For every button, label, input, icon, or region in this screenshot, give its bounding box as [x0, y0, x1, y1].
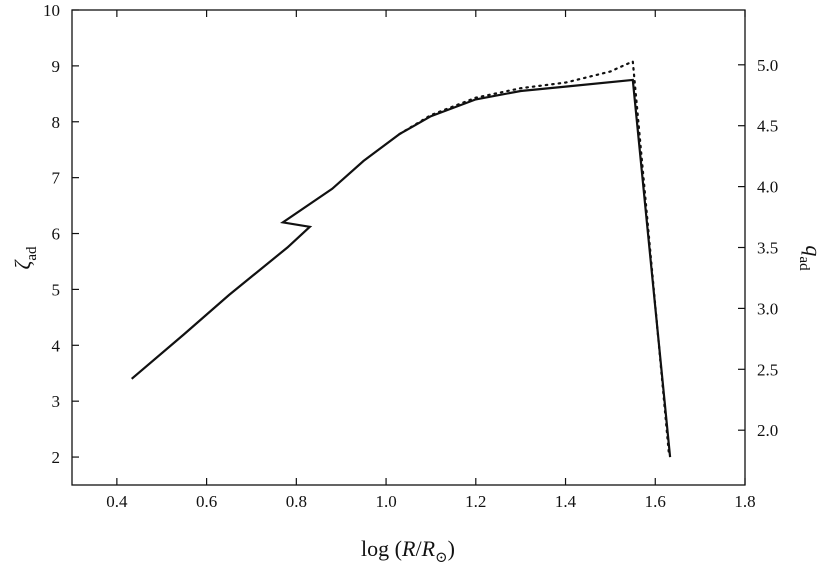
y-right-tick-label: 5.0: [757, 56, 778, 75]
x-tick-label: 0.6: [196, 492, 217, 511]
x-tick-label: 0.4: [106, 492, 128, 511]
x-axis-label: log (R/R⊙): [361, 536, 455, 565]
y-right-tick-label: 3.5: [757, 239, 778, 258]
y-left-tick-label: 7: [52, 169, 61, 188]
y-left-tick-label: 9: [52, 57, 61, 76]
y-left-tick-label: 5: [52, 280, 61, 299]
y-right-tick-label: 4.0: [757, 178, 778, 197]
series-line-dotted: [398, 59, 670, 453]
y-left-tick-label: 8: [52, 113, 61, 132]
chart-ticks: 0.4 0.6 0.8 1.0 1.2 1.4 1.6 1.8 2 3 4 5 6 7 8 9 10 2.0 2.5…: [43, 1, 778, 511]
chart-series: [130, 59, 672, 458]
y-right-tick-label: 2.0: [757, 421, 778, 440]
y-axis-left-label: ζad: [10, 246, 40, 270]
y-right-tick-label: 3.0: [757, 299, 778, 318]
x-tick-label: 0.8: [286, 492, 307, 511]
x-tick-label: 1.2: [465, 492, 486, 511]
y-right-tick-label: 2.5: [757, 360, 778, 379]
chart-axes: [71, 9, 746, 486]
y-left-tick-label: 6: [52, 225, 61, 244]
y-left-tick-label: 2: [52, 448, 61, 467]
y-right-tick-label: 4.5: [757, 117, 778, 136]
plot-frame: [71, 9, 746, 486]
y-left-tick-label: 10: [43, 1, 60, 20]
x-tick-label: 1.8: [734, 492, 755, 511]
x-tick-label: 1.0: [375, 492, 396, 511]
y-left-tick-label: 3: [52, 392, 61, 411]
x-tick-label: 1.4: [555, 492, 577, 511]
y-axis-right-label: qad: [796, 245, 826, 271]
series-line-solid: [130, 78, 672, 458]
x-tick-label: 1.6: [645, 492, 666, 511]
y-left-tick-label: 4: [52, 336, 61, 355]
